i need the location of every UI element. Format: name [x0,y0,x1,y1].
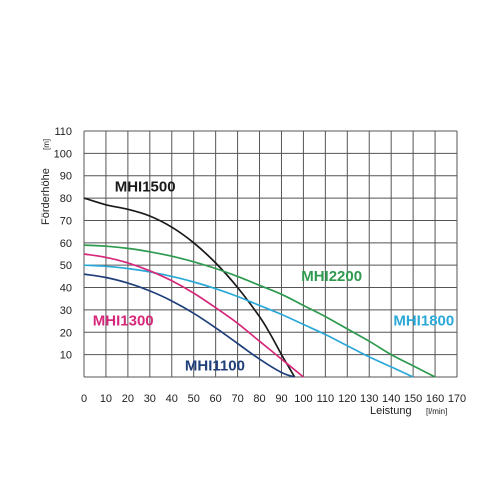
y-tick-label: 20 [60,327,72,339]
series-label-mhi1800: MHI1800 [393,313,454,330]
y-tick-label: 30 [60,305,72,317]
y-tick-label: 10 [60,350,72,362]
y-tick-label: 60 [60,238,72,250]
x-axis-label: Leistung [370,405,412,417]
x-tick-label: 130 [360,393,378,405]
x-tick-label: 90 [275,393,287,405]
x-tick-label: 30 [144,393,156,405]
x-tick-label: 100 [294,393,312,405]
x-tick-label: 40 [166,393,178,405]
x-tick-label: 120 [338,393,356,405]
curves [83,197,436,378]
y-tick-label: 70 [60,215,72,227]
x-axis-ticks: 0 10 20 30 40 50 60 70 80 90 100 110 120 130 140 150 160… [81,393,466,405]
series-label-mhi1100: MHI1100 [185,357,245,374]
series-line-mhi1100 [83,273,295,378]
x-tick-label: 110 [317,393,335,405]
y-tick-label: 80 [60,193,72,205]
y-axis-label: Förderhöhe [40,168,52,225]
y-tick-label: 90 [60,171,72,183]
series-label-mhi1300: MHI1300 [93,313,154,330]
y-tick-label: 110 [54,126,72,138]
series-line-mhi1800 [83,264,414,378]
x-tick-label: 140 [382,393,400,405]
x-tick-label: 60 [210,393,222,405]
series-labels: MHI1500 MHI2200 MHI1800 MHI1300 MHI1100 [93,178,454,374]
y-axis-unit: [m] [42,139,51,150]
series-line-mhi1300 [83,253,304,378]
series-line-mhi2200 [83,244,436,378]
x-tick-label: 150 [404,393,422,405]
grid [83,130,458,378]
x-tick-label: 70 [231,393,243,405]
x-tick-label: 80 [253,393,265,405]
series-label-mhi1500: MHI1500 [115,178,176,195]
x-tick-label: 160 [426,393,444,405]
x-tick-label: 170 [448,393,466,405]
x-axis-unit: [l/min] [426,407,447,416]
y-tick-label: 100 [54,148,72,160]
y-tick-label: 50 [60,260,72,272]
y-axis-ticks: 10 20 30 40 50 60 70 80 90 100 110 [54,126,72,362]
y-tick-label: 40 [60,283,72,295]
x-tick-label: 20 [122,393,134,405]
series-line-mhi1500 [83,197,296,378]
series-label-mhi2200: MHI2200 [301,268,362,285]
x-tick-label: 0 [81,393,87,405]
x-tick-label: 10 [100,393,112,405]
x-tick-label: 50 [188,393,200,405]
